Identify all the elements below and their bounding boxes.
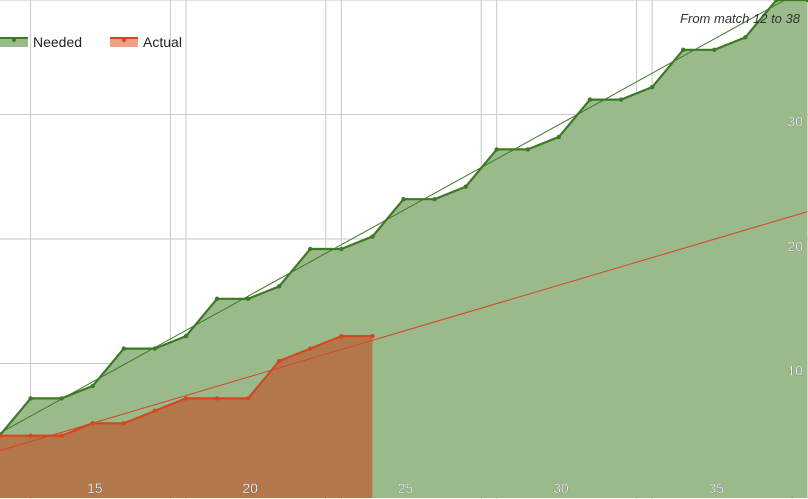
- data-point-needed: [494, 147, 499, 152]
- legend-item-actual[interactable]: Actual: [110, 34, 182, 50]
- x-tick-label: 25: [398, 480, 414, 496]
- data-point-needed: [649, 84, 655, 90]
- chart-subtitle: From match 12 to 38: [680, 11, 800, 26]
- data-point-actual: [245, 396, 251, 401]
- data-point-actual: [152, 408, 158, 414]
- data-point-actual: [121, 421, 127, 426]
- data-point-needed: [339, 246, 344, 252]
- data-point-actual: [183, 396, 189, 401]
- data-point-actual: [90, 421, 95, 426]
- legend-swatch-needed: [0, 37, 28, 47]
- x-tick-label: 15: [87, 480, 103, 496]
- data-point-needed: [805, 0, 808, 3]
- data-point-actual: [214, 396, 220, 401]
- area-actual: [0, 336, 373, 498]
- data-point-needed: [680, 47, 686, 52]
- data-point-needed: [463, 184, 468, 189]
- y-tick-label: 30: [787, 114, 803, 130]
- data-point-needed: [712, 47, 717, 52]
- data-point-needed: [525, 147, 531, 152]
- data-point-needed: [370, 234, 375, 239]
- legend: Needed Actual: [0, 34, 210, 50]
- data-point-needed: [121, 346, 127, 351]
- legend-label-actual: Actual: [143, 34, 182, 50]
- data-point-needed: [432, 197, 437, 202]
- data-point-needed: [587, 97, 593, 102]
- x-tick-label: 35: [708, 480, 724, 496]
- data-point-needed: [743, 35, 748, 40]
- trendline-actual: [0, 211, 808, 452]
- data-point-needed: [556, 134, 562, 140]
- data-point-needed: [59, 396, 64, 401]
- legend-swatch-actual: [110, 37, 139, 47]
- data-point-needed: [214, 296, 220, 301]
- data-point-actual: [0, 433, 2, 438]
- data-point-needed: [90, 383, 95, 389]
- data-point-needed: [401, 197, 406, 202]
- data-point-needed: [308, 246, 313, 252]
- y-tick-label: 10: [787, 363, 803, 379]
- data-point-actual: [276, 358, 282, 364]
- x-tick-label: 30: [553, 480, 569, 496]
- data-point-needed: [245, 296, 251, 301]
- x-tick-label: 20: [242, 480, 258, 496]
- data-point-needed: [183, 333, 189, 339]
- data-point-needed: [152, 346, 158, 351]
- data-point-needed: [618, 97, 624, 102]
- legend-label-needed: Needed: [33, 34, 83, 50]
- data-point-actual: [308, 346, 313, 351]
- data-point-needed: [774, 0, 779, 3]
- data-point-actual: [28, 433, 33, 438]
- data-point-actual: [59, 433, 64, 438]
- data-point-needed: [28, 396, 33, 401]
- data-point-needed: [276, 284, 282, 289]
- legend-item-needed[interactable]: Needed: [0, 34, 82, 50]
- y-tick-label: 20: [787, 238, 803, 254]
- data-point-actual: [370, 333, 375, 339]
- data-point-actual: [339, 333, 344, 339]
